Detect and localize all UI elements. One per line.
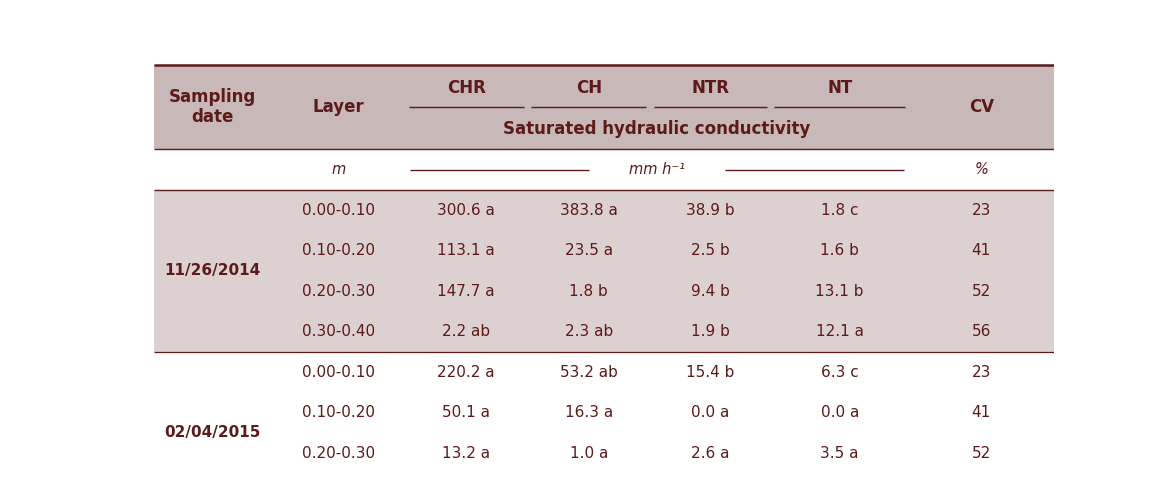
Bar	[153, 150, 1054, 190]
Text: 0.00-0.10: 0.00-0.10	[302, 203, 375, 217]
Text: 300.6 a: 300.6 a	[437, 203, 495, 217]
Text: 38.9 b: 38.9 b	[686, 203, 734, 217]
Text: 41: 41	[972, 405, 991, 420]
Text: 1.9 b: 1.9 b	[691, 324, 730, 339]
Bar	[153, 230, 1054, 271]
Text: 147.7 a: 147.7 a	[438, 283, 495, 299]
Text: 13.1 b: 13.1 b	[815, 283, 864, 299]
Text: 11/26/2014: 11/26/2014	[164, 263, 261, 278]
Text: NTR: NTR	[691, 78, 730, 97]
Text: 52: 52	[972, 283, 991, 299]
Text: 23: 23	[972, 203, 991, 217]
Text: 0.20-0.30: 0.20-0.30	[302, 283, 375, 299]
Text: 113.1 a: 113.1 a	[438, 243, 495, 258]
Text: 2.6 a: 2.6 a	[691, 445, 730, 460]
Text: mm h⁻¹: mm h⁻¹	[629, 162, 685, 177]
Text: 53.2 ab: 53.2 ab	[560, 365, 618, 380]
Text: 15.4 b: 15.4 b	[686, 365, 734, 380]
Text: 0.20-0.30: 0.20-0.30	[302, 445, 375, 460]
Bar	[153, 190, 1054, 230]
Text: 23: 23	[972, 365, 991, 380]
Text: 383.8 a: 383.8 a	[560, 203, 618, 217]
Text: Sampling
date: Sampling date	[169, 87, 256, 127]
Text: 50.1 a: 50.1 a	[443, 405, 491, 420]
Text: 0.0 a: 0.0 a	[691, 405, 730, 420]
Text: 0.10-0.20: 0.10-0.20	[302, 243, 375, 258]
Text: CHR: CHR	[447, 78, 486, 97]
Text: 41: 41	[972, 243, 991, 258]
Text: 12.1 a: 12.1 a	[816, 324, 864, 339]
Text: Layer: Layer	[313, 98, 364, 116]
Text: Saturated hydraulic conductivity: Saturated hydraulic conductivity	[504, 120, 810, 138]
Text: 1.8 c: 1.8 c	[821, 203, 858, 217]
Text: CH: CH	[576, 78, 602, 97]
Text: 56: 56	[972, 324, 991, 339]
Text: 1.6 b: 1.6 b	[821, 243, 860, 258]
Text: 0.30-0.40: 0.30-0.40	[302, 324, 375, 339]
Text: 0.0 a: 0.0 a	[821, 405, 858, 420]
Text: 6.3 c: 6.3 c	[821, 365, 858, 380]
Bar	[153, 65, 1054, 150]
Bar	[153, 473, 1054, 478]
Text: NT: NT	[827, 78, 852, 97]
Text: 0.10-0.20: 0.10-0.20	[302, 405, 375, 420]
Text: m: m	[331, 162, 345, 177]
Text: 52: 52	[972, 445, 991, 460]
Text: 9.4 b: 9.4 b	[691, 283, 730, 299]
Text: CV: CV	[968, 98, 994, 116]
Text: 2.2 ab: 2.2 ab	[443, 324, 491, 339]
Text: 13.2 a: 13.2 a	[443, 445, 491, 460]
Text: 3.5 a: 3.5 a	[821, 445, 860, 460]
Bar	[153, 392, 1054, 433]
Text: 23.5 a: 23.5 a	[564, 243, 612, 258]
Text: %: %	[974, 162, 988, 177]
Text: 2.3 ab: 2.3 ab	[564, 324, 612, 339]
Text: 02/04/2015: 02/04/2015	[164, 425, 261, 440]
Text: 16.3 a: 16.3 a	[564, 405, 612, 420]
Text: 0.00-0.10: 0.00-0.10	[302, 365, 375, 380]
Bar	[153, 352, 1054, 392]
Bar	[153, 271, 1054, 311]
Text: 1.8 b: 1.8 b	[569, 283, 608, 299]
Text: 1.0 a: 1.0 a	[569, 445, 608, 460]
Bar	[153, 311, 1054, 352]
Text: 2.5 b: 2.5 b	[691, 243, 730, 258]
Text: 220.2 a: 220.2 a	[438, 365, 495, 380]
Bar	[153, 433, 1054, 473]
